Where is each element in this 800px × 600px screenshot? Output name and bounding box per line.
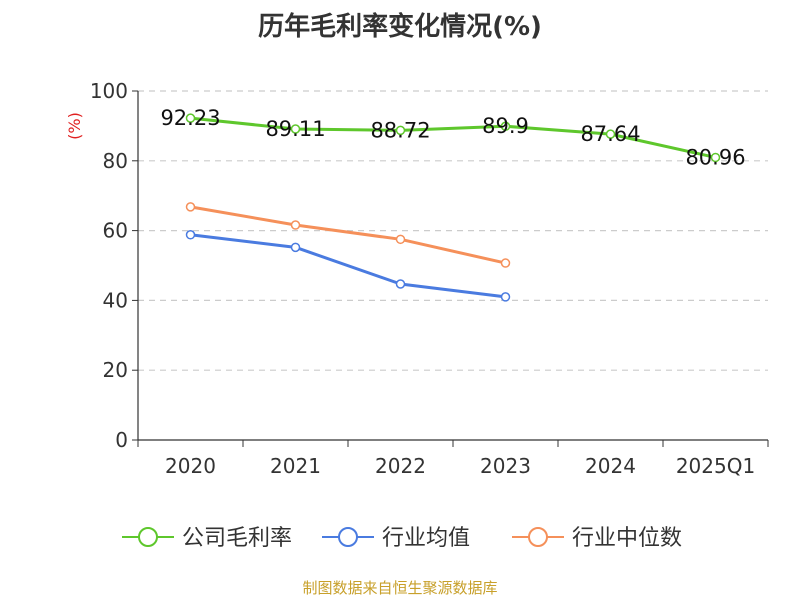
x-tick-label: 2021: [270, 454, 321, 478]
data-label: 80.96: [685, 145, 745, 169]
data-point: [290, 220, 301, 230]
data-point: [185, 230, 196, 240]
series-line-0: [190, 116, 716, 159]
data-point: [500, 258, 511, 268]
legend-marker: [528, 527, 548, 547]
data-point: [290, 124, 301, 134]
source-note: 制图数据来自恒生聚源数据库: [302, 579, 498, 597]
data-point: [395, 234, 406, 245]
legend-label: 行业中位数: [572, 526, 682, 551]
y-tick-label: 80: [103, 149, 128, 173]
y-tick-label: 0: [115, 428, 128, 452]
x-tick-label: 2024: [585, 454, 636, 478]
data-label: 89.11: [265, 117, 325, 141]
series-line-1: [190, 233, 506, 299]
x-tick-label: 2025Q1: [676, 454, 755, 478]
data-point: [395, 125, 406, 136]
data-label: 89.9: [482, 114, 529, 138]
data-point: [605, 129, 616, 139]
y-tick-label: 100: [90, 79, 128, 103]
data-point: [290, 242, 301, 253]
data-point: [185, 202, 196, 212]
data-point: [710, 152, 721, 163]
y-tick-label: 60: [103, 219, 128, 243]
data-point: [185, 113, 196, 123]
legend-marker: [338, 527, 358, 547]
legend-label: 行业均值: [382, 526, 470, 551]
series-line-2: [190, 205, 506, 265]
data-point: [500, 292, 511, 302]
x-tick-label: 2023: [480, 454, 531, 478]
x-tick-label: 2022: [375, 454, 426, 478]
x-tick-label: 2020: [165, 454, 216, 478]
data-label: 92.23: [160, 106, 220, 130]
legend-label: 公司毛利率: [182, 526, 292, 551]
y-tick-label: 40: [103, 288, 128, 312]
y-tick-label: 20: [103, 358, 128, 382]
legend-marker: [138, 527, 158, 547]
data-point: [500, 121, 511, 131]
y-axis-unit-label: (%): [65, 112, 84, 140]
data-point: [395, 279, 406, 289]
data-label: 88.72: [370, 118, 430, 142]
chart-title: 历年毛利率变化情况(%): [258, 12, 542, 42]
data-label: 87.64: [580, 122, 640, 146]
